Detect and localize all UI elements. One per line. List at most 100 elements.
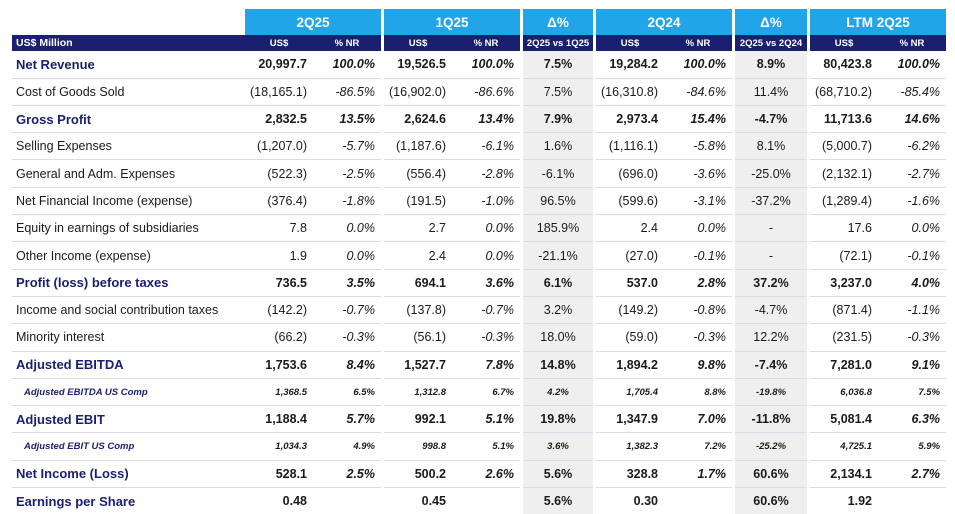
table-row: Equity in earnings of subsidiaries 7.8 0.0…: [12, 214, 947, 243]
value-cell: 1,894.2: [596, 351, 664, 379]
value-cell: 6,036.8: [810, 378, 878, 407]
value-cell: 0.45: [421, 494, 446, 509]
table-row: Other Income (expense) 1.9 0.0% 2.4 0.0% -21.…: [12, 241, 947, 270]
column-header: US$: [384, 35, 452, 52]
percent-cell: -6.2%: [878, 132, 947, 161]
column-gap: [807, 269, 810, 297]
table-row: Earnings per Share 0.48 0.45 5.6% 0.30 60.6% 1…: [12, 487, 946, 514]
column-gap: [520, 105, 523, 133]
table-row: Net Revenue 20,997.7 100.0% 19,526.5 100.0% 7…: [12, 51, 947, 79]
column-gap: [520, 51, 523, 79]
column-gap: [732, 351, 735, 379]
delta-cell: -4.7%: [735, 296, 807, 325]
delta-cell: 60.6%: [735, 487, 807, 514]
delta-cell: -4.7%: [735, 105, 807, 134]
column-header: 2Q25 vs 2Q24: [735, 35, 807, 52]
percent-cell: -2.5%: [313, 159, 381, 188]
column-gap: [593, 105, 596, 133]
value-cell: 3,237.0: [810, 269, 878, 297]
column-gap: [807, 296, 810, 324]
value-cell: (66.2): [245, 323, 313, 352]
value-cell: 1,347.9: [596, 405, 664, 434]
value-cell: 1,188.4: [245, 405, 313, 434]
value-cell: 2.4: [384, 241, 452, 270]
value-cell: 19,526.5: [384, 51, 452, 79]
percent-cell: -0.7%: [452, 296, 520, 325]
percent-cell: 3.6%: [452, 269, 520, 297]
column-gap: [520, 132, 523, 160]
percent-cell: 100.0%: [664, 51, 732, 79]
value-cell: (522.3): [245, 159, 313, 188]
column-gap: [520, 351, 523, 379]
table-row: Profit (loss) before taxes 736.5 3.5% 694.1…: [12, 269, 947, 297]
value-cell: 5,081.4: [810, 405, 878, 434]
column-gap: [807, 132, 810, 160]
period-header-row: 2Q25 1Q25 Δ% 2Q24 Δ% LTM 2Q25: [12, 9, 947, 36]
row-label: Other Income (expense): [12, 241, 245, 270]
percent-cell: 15.4%: [664, 105, 732, 134]
column-gap: [732, 132, 735, 160]
period-header: 2Q25: [245, 9, 381, 36]
value-cell: 80,423.8: [810, 51, 878, 79]
value-cell: 7,281.0: [810, 351, 878, 379]
percent-cell: 7.0%: [664, 405, 732, 434]
column-gap: [807, 51, 810, 79]
value-cell: (59.0): [596, 323, 664, 352]
percent-cell: 5.1%: [452, 432, 520, 461]
column-gap: [807, 460, 810, 488]
delta-cell: -: [735, 241, 807, 270]
percent-cell: [664, 488, 732, 514]
row-label: Gross Profit: [12, 105, 245, 134]
column-gap: [520, 159, 523, 188]
delta-cell: 185.9%: [523, 214, 593, 243]
percent-cell: 2.6%: [452, 460, 520, 489]
percent-cell: 2.7%: [878, 460, 947, 489]
column-gap: [520, 323, 523, 352]
column-header: % NR: [664, 35, 732, 52]
percent-cell: -5.8%: [664, 132, 732, 161]
column-gap: [381, 378, 384, 406]
column-gap: [807, 432, 810, 461]
percent-cell: 0.0%: [452, 241, 520, 270]
delta-cell: -19.8%: [735, 378, 807, 407]
column-header: % NR: [313, 35, 381, 52]
column-gap: [593, 460, 596, 488]
column-gap: [520, 187, 523, 215]
row-label: Equity in earnings of subsidiaries: [12, 214, 245, 243]
percent-cell: 7.8%: [452, 351, 520, 379]
value-cell: 1,312.8: [384, 378, 452, 407]
column-gap: [381, 214, 384, 242]
column-gap: [520, 378, 523, 406]
percent-cell: -0.3%: [452, 323, 520, 352]
delta-cell: 19.8%: [523, 405, 593, 434]
percent-cell: 6.3%: [878, 405, 947, 434]
percent-cell: 9.8%: [664, 351, 732, 379]
delta-header: Δ%: [735, 9, 807, 36]
column-gap: [593, 241, 596, 270]
column-gap: [520, 78, 523, 106]
value-cell: 537.0: [596, 269, 664, 297]
percent-cell: 100.0%: [452, 51, 520, 79]
delta-cell: -25.0%: [735, 159, 807, 188]
value-cell: (149.2): [596, 296, 664, 325]
column-gap: [593, 378, 596, 406]
percent-cell: 13.5%: [313, 105, 381, 134]
delta-cell: 6.1%: [523, 269, 593, 297]
value-cell: (2,132.1): [810, 159, 878, 188]
row-label: General and Adm. Expenses: [12, 159, 245, 188]
value-cell: 2,134.1: [810, 460, 878, 489]
row-label: Adjusted EBIT US Comp: [12, 432, 245, 461]
value-cell: (5,000.7): [810, 132, 878, 161]
delta-cell: 1.6%: [523, 132, 593, 161]
column-header: % NR: [452, 35, 520, 52]
percent-cell: 0.0%: [664, 214, 732, 243]
column-gap: [381, 51, 384, 79]
row-label: Selling Expenses: [12, 132, 245, 161]
percent-cell: -0.8%: [664, 296, 732, 325]
delta-cell: -6.1%: [523, 159, 593, 188]
column-gap: [732, 159, 735, 188]
value-cell: 11,713.6: [810, 105, 878, 134]
delta-cell: 7.5%: [523, 51, 593, 79]
value-cell: (696.0): [596, 159, 664, 188]
value-cell: 2,832.5: [245, 105, 313, 134]
